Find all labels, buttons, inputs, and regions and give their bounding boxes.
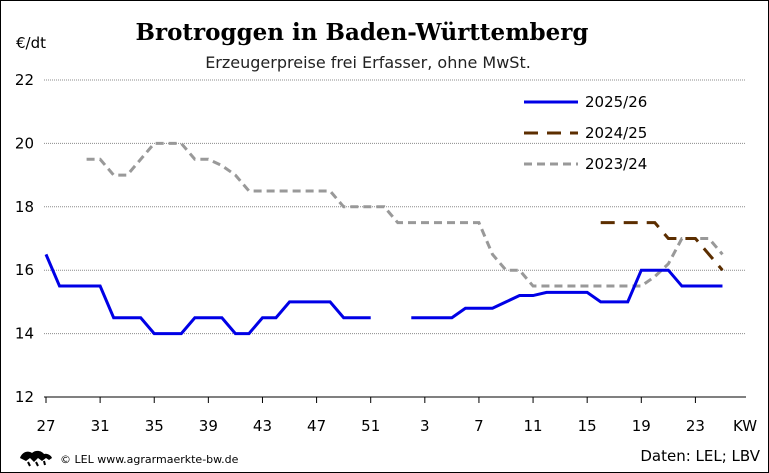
legend: 2025/26 2024/25 2023/24 <box>524 93 647 173</box>
x-axis-ticks: 27 31 35 39 43 47 51 3 7 11 15 19 23 <box>36 397 705 435</box>
series-line-2025-26 <box>44 253 371 336</box>
y-tick-label: 22 <box>15 71 34 89</box>
x-tick-label: 7 <box>474 417 484 435</box>
copyright-text: © LEL www.agrarmaerkte-bw.de <box>60 453 239 466</box>
legend-label: 2024/25 <box>585 124 647 142</box>
y-tick-label: 18 <box>15 198 34 216</box>
legend-label: 2023/24 <box>585 155 647 173</box>
lion-icon <box>20 450 52 467</box>
chart-title: Brotroggen in Baden-Württemberg <box>136 19 589 46</box>
series-lines <box>44 141 724 336</box>
legend-label: 2025/26 <box>585 93 647 111</box>
x-tick-label: 35 <box>145 417 164 435</box>
series-line-2023-24 <box>86 141 724 288</box>
source-text: Daten: LEL; LBV <box>640 447 760 465</box>
x-tick-label: 51 <box>361 417 380 435</box>
y-tick-label: 20 <box>15 134 34 152</box>
series-line-2025-26 <box>411 268 723 320</box>
chart-subtitle: Erzeugerpreise frei Erfasser, ohne MwSt. <box>205 53 531 72</box>
x-tick-label: 11 <box>524 417 543 435</box>
x-tick-label: 19 <box>632 417 651 435</box>
x-tick-label: 27 <box>36 417 55 435</box>
y-tick-label: 14 <box>15 325 34 343</box>
x-tick-label: 43 <box>253 417 272 435</box>
y-tick-label: 12 <box>15 388 34 406</box>
x-axis-unit: KW <box>733 417 757 435</box>
x-tick-label: 15 <box>578 417 597 435</box>
x-tick-label: 3 <box>420 417 430 435</box>
y-axis-unit: €/dt <box>16 34 46 52</box>
y-axis-ticks: 12 14 16 18 20 22 <box>15 71 34 406</box>
x-tick-label: 47 <box>307 417 326 435</box>
x-tick-label: 31 <box>91 417 110 435</box>
y-tick-label: 16 <box>15 261 34 279</box>
x-tick-label: 23 <box>686 417 705 435</box>
x-tick-label: 39 <box>199 417 218 435</box>
